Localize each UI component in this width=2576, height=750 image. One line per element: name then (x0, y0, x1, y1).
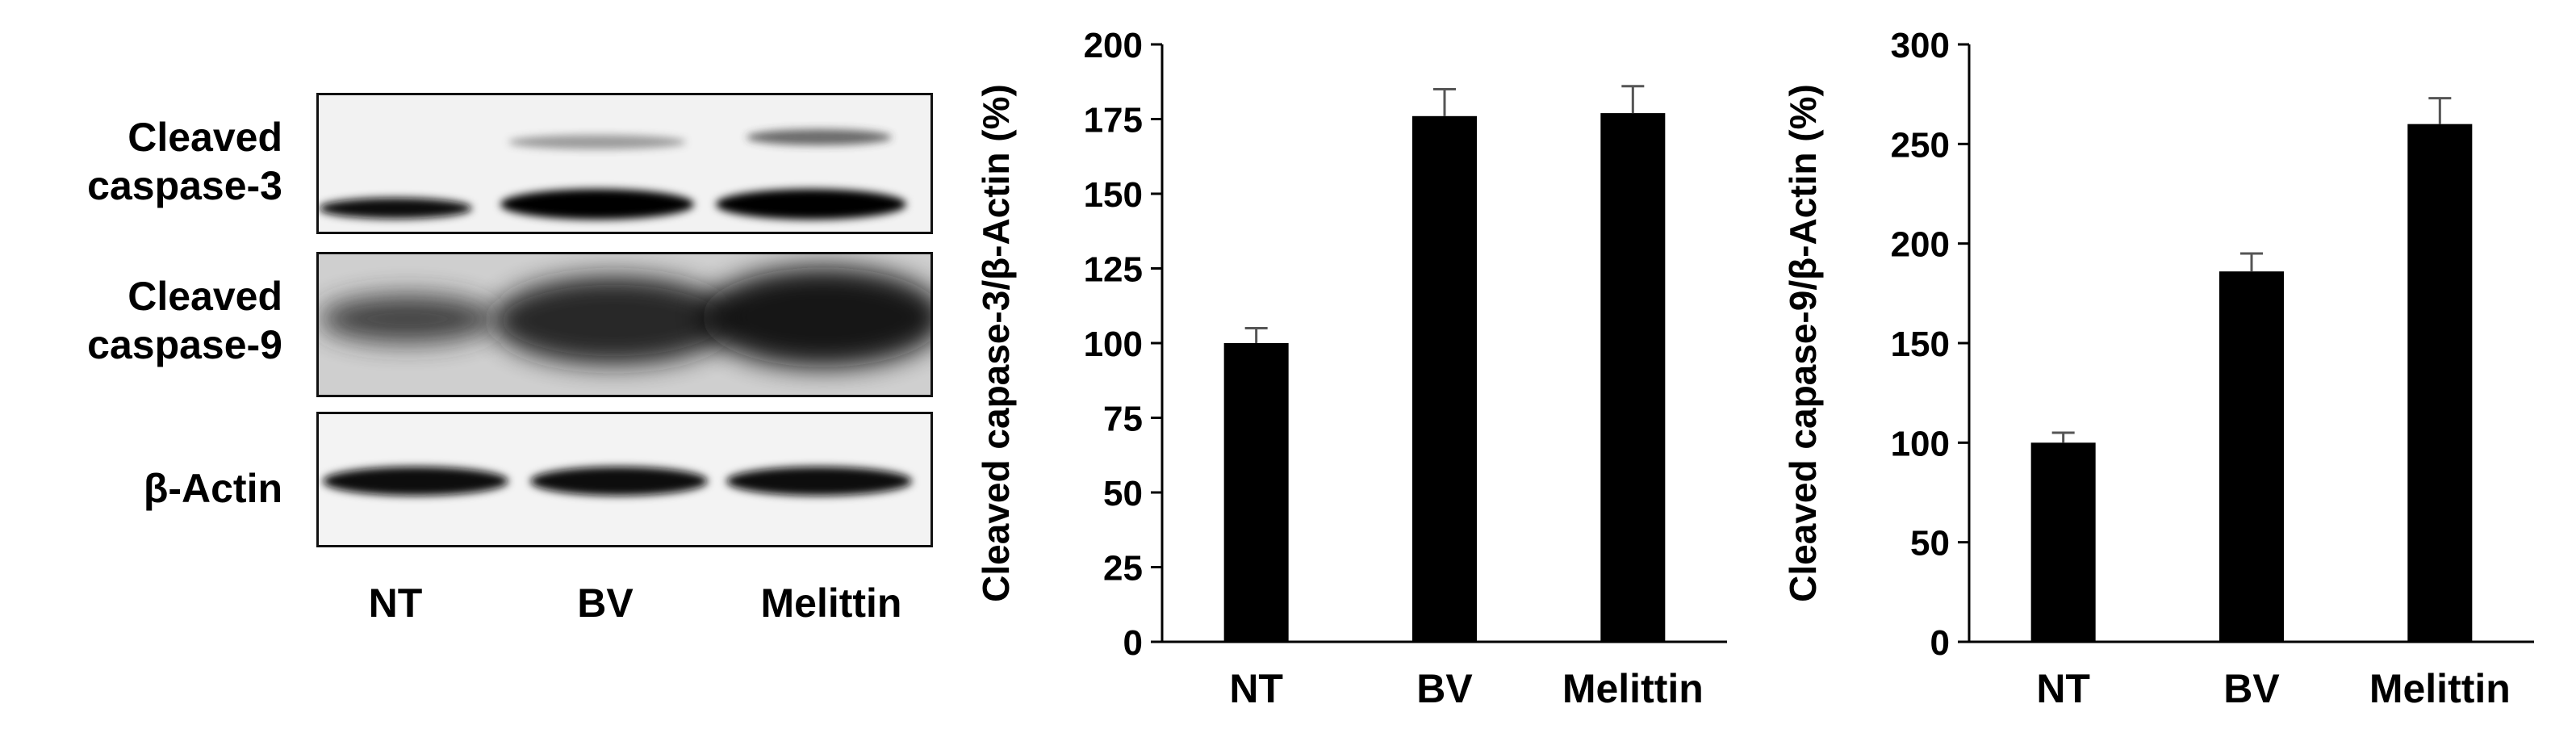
bar-melittin (2407, 124, 2473, 642)
y-tick-label: 100 (1084, 325, 1143, 364)
blot-bands-caspase-9 (319, 267, 930, 367)
y-tick-label: 175 (1084, 101, 1143, 140)
y-tick-label: 150 (1084, 175, 1143, 215)
x-tick-label: BV (1416, 666, 1473, 711)
row-label-beta-actin: β-Actin (32, 464, 282, 513)
row-label-line2: caspase-9 (87, 322, 282, 367)
bar-bv (1412, 115, 1477, 643)
y-tick-label: 25 (1103, 549, 1143, 589)
row-label-line1: β-Actin (143, 466, 282, 511)
blot-bands-caspase-3 (319, 129, 906, 220)
blot-strip-caspase-3 (316, 93, 933, 234)
band-melittin (716, 189, 906, 220)
caspase-9-bar-chart: Cleaved capase-9/β-Actin (%) 0 50 100 150 200… (1782, 26, 2534, 711)
blot-strip-caspase-9 (316, 252, 933, 397)
y-tick-label: 200 (1891, 225, 1950, 265)
band-nt (323, 467, 508, 496)
y-tick-label: 100 (1891, 424, 1950, 463)
band-nt (319, 295, 496, 343)
y-tick-label: 50 (1910, 524, 1950, 564)
bar-melittin (1600, 113, 1666, 643)
y-tick-label: 0 (1123, 623, 1143, 663)
band-melittin (726, 467, 912, 496)
y-tick-label: 150 (1891, 325, 1950, 364)
band-faint-melittin (746, 129, 892, 145)
y-tick-label: 125 (1084, 250, 1143, 290)
band-faint-bv (508, 135, 686, 149)
row-label-cleaved-caspase-9: Cleaved caspase-9 (32, 272, 282, 369)
band-nt (319, 198, 472, 219)
y-tick-label: 250 (1891, 125, 1950, 165)
y-axis-label: Cleaved capase-3/β-Actin (%) (975, 84, 1017, 602)
x-tick-label: NT (2036, 666, 2090, 711)
lane-label-melittin: Melittin (760, 580, 902, 626)
row-label-cleaved-caspase-3: Cleaved caspase-3 (32, 113, 282, 210)
band-bv (492, 276, 734, 365)
x-tick-label: BV (2223, 666, 2280, 711)
y-tick-label: 200 (1084, 26, 1143, 65)
y-tick-label: 75 (1103, 400, 1143, 439)
row-label-line1: Cleaved (128, 274, 282, 319)
blot-bands-beta-actin (323, 467, 912, 496)
x-tick-label: Melittin (1562, 666, 1704, 711)
caspase-3-bar-chart: Cleaved capase-3/β-Actin (%) 0 25 50 75 100 12… (975, 26, 1727, 711)
y-tick-label: 300 (1891, 26, 1950, 65)
lane-label-bv: BV (577, 580, 634, 626)
band-melittin (702, 267, 930, 367)
y-axis-label: Cleaved capase-9/β-Actin (%) (1782, 84, 1824, 602)
band-bv (500, 189, 694, 220)
lane-label-nt: NT (368, 580, 423, 626)
y-tick-label: 50 (1103, 474, 1143, 513)
bar-nt (2030, 442, 2096, 642)
blot-strip-beta-actin (316, 412, 933, 547)
bar-bv (2219, 271, 2284, 642)
row-label-line2: caspase-3 (87, 163, 282, 208)
x-tick-label: Melittin (2369, 666, 2511, 711)
x-tick-label: NT (1229, 666, 1283, 711)
y-tick-label: 0 (1930, 623, 1950, 663)
band-bv (530, 467, 708, 496)
row-label-line1: Cleaved (128, 115, 282, 160)
bar-nt (1223, 343, 1289, 642)
